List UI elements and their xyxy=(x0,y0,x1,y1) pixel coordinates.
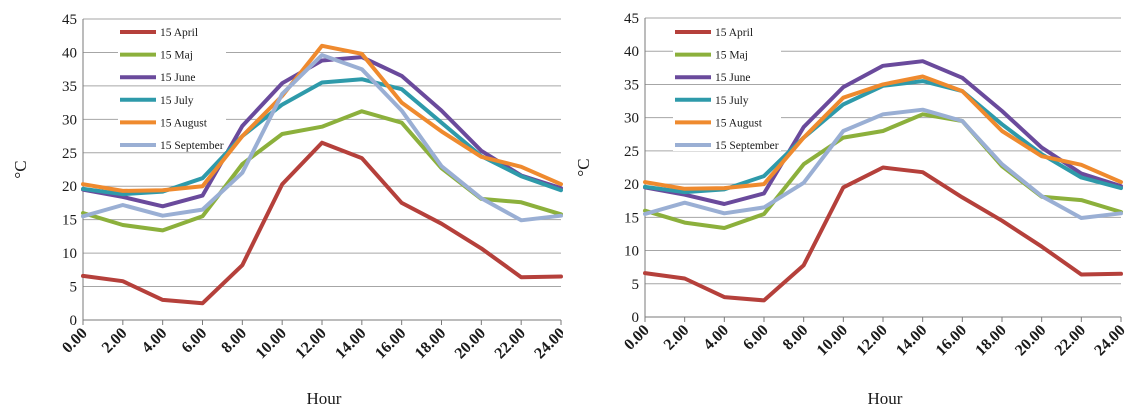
right-chart-ytick-label: 40 xyxy=(624,44,639,60)
right-chart-legend-label: 15 September xyxy=(715,140,779,152)
right-chart-series-line-1 xyxy=(643,165,1123,303)
left-chart-ytick-label: 40 xyxy=(62,45,77,61)
right-chart-xtick-label: 14.00 xyxy=(893,322,930,359)
right-chart-ytick-label: 25 xyxy=(624,144,639,160)
left-chart-legend-label: 15 April xyxy=(160,27,198,39)
right-chart-legend-bg xyxy=(673,113,781,129)
right-chart-xtick-label: 10.00 xyxy=(814,322,851,359)
right-chart-ytick-label: 35 xyxy=(624,77,639,93)
left-chart-y-axis-label: °C xyxy=(11,160,30,178)
left-chart-xtick-label: 4.00 xyxy=(139,325,171,357)
left-chart-xtick-label: 8.00 xyxy=(218,325,250,357)
left-chart-ytick-label: 15 xyxy=(62,213,77,229)
right-chart-xtick-label: 6.00 xyxy=(740,322,772,354)
right-chart-legend-label: 15 August xyxy=(715,117,763,129)
right-chart-xtick-label: 22.00 xyxy=(1052,322,1089,359)
left-chart-ytick-label: 20 xyxy=(62,179,77,195)
chart-left: 0 5 10 15 20 25 30 35 40 45 0.00 2.00 4.00 6.00 8.00 10… xyxy=(0,0,569,416)
right-chart-xtick-label: 12.00 xyxy=(853,322,890,359)
right-chart-xtick-label: 16.00 xyxy=(933,322,970,359)
right-chart-ytick-label: 0 xyxy=(632,310,640,326)
left-chart-ytick-label: 0 xyxy=(70,313,78,329)
right-chart-xtick-label: 2.00 xyxy=(661,322,693,354)
left-chart-ytick-label: 25 xyxy=(62,146,77,162)
left-chart-legend-bg xyxy=(118,68,226,84)
left-chart-ytick-label: 45 xyxy=(62,12,77,28)
left-chart-xtick-label: 20.00 xyxy=(452,325,489,362)
right-chart-y-axis-label: °C xyxy=(574,158,593,176)
left-chart-ytick-label: 10 xyxy=(62,246,77,262)
left-chart-legend-label: 15 Maj xyxy=(160,50,193,62)
right-chart-series-line-5 xyxy=(643,74,1123,191)
left-chart-xtick-label: 16.00 xyxy=(372,325,409,362)
chart-right-svg: 0 5 10 15 20 25 30 35 40 45 0.00 2.00 4.00 6.00 8.00 10… xyxy=(574,11,1127,408)
right-chart-legend-bg xyxy=(673,45,781,61)
right-chart-legend-label: 15 June xyxy=(715,72,750,84)
right-chart-xtick-label: 8.00 xyxy=(780,322,812,354)
right-chart-series-line-3 xyxy=(643,59,1123,206)
left-chart-legend-label: 15 June xyxy=(160,72,195,84)
right-chart-series-line-6 xyxy=(643,107,1123,220)
left-chart-xtick-label: 14.00 xyxy=(332,325,369,362)
right-chart-legend-bg xyxy=(673,23,781,38)
right-chart-ytick-label: 30 xyxy=(624,111,639,127)
right-chart-x-axis-label: Hour xyxy=(868,389,903,408)
left-chart-xtick-label: 24.00 xyxy=(531,325,563,362)
left-chart-ytick-label: 30 xyxy=(62,112,77,128)
left-chart-legend-label: 15 August xyxy=(160,117,208,129)
right-chart-ytick-label: 15 xyxy=(624,210,639,226)
left-chart-series-line-5 xyxy=(81,43,563,193)
right-chart-legend-label: 15 April xyxy=(715,27,753,39)
chart-right: 0 5 10 15 20 25 30 35 40 45 0.00 2.00 4.00 6.00 8.00 10… xyxy=(563,0,1127,416)
left-chart-legend-bg xyxy=(118,23,226,38)
chart-left-svg: 0 5 10 15 20 25 30 35 40 45 0.00 2.00 4.00 6.00 8.00 10… xyxy=(11,12,569,408)
right-chart-legend-bg xyxy=(673,136,781,151)
right-chart-xtick-label: 0.00 xyxy=(621,322,653,354)
left-chart-xtick-label: 12.00 xyxy=(292,325,329,362)
left-chart-series-line-1 xyxy=(81,140,563,306)
left-chart-series-line-3 xyxy=(81,55,563,209)
left-chart-xtick-label: 22.00 xyxy=(492,325,529,362)
right-chart-ytick-label: 45 xyxy=(624,11,639,27)
left-chart-xtick-label: 6.00 xyxy=(179,325,211,357)
right-chart-ytick-label: 20 xyxy=(624,177,639,193)
right-chart-xtick-label: 20.00 xyxy=(1012,322,1049,359)
right-chart-ytick-label: 5 xyxy=(632,277,640,293)
left-chart-legend-label: 15 July xyxy=(160,95,194,107)
right-chart-legend-label: 15 Maj xyxy=(715,50,748,62)
right-chart-legend-bg xyxy=(673,90,781,106)
left-chart-ytick-label: 5 xyxy=(70,280,78,296)
left-chart-legend-bg xyxy=(118,136,226,151)
left-chart-xtick-label: 10.00 xyxy=(253,325,290,362)
left-chart-xtick-label: 18.00 xyxy=(412,325,449,362)
right-chart-ytick-label: 10 xyxy=(624,244,639,260)
right-chart-xtick-label: 24.00 xyxy=(1091,322,1127,359)
left-chart-x-axis-label: Hour xyxy=(307,389,342,408)
left-chart-xtick-label: 2.00 xyxy=(99,325,131,357)
left-chart-ytick-label: 35 xyxy=(62,79,77,95)
right-chart-legend-bg xyxy=(673,68,781,84)
left-chart-legend-label: 15 September xyxy=(160,140,224,152)
right-chart-xtick-label: 18.00 xyxy=(972,322,1009,359)
right-chart-xtick-label: 4.00 xyxy=(700,322,732,354)
left-chart-xtick-label: 0.00 xyxy=(59,325,91,357)
left-chart-legend-bg xyxy=(118,90,226,106)
left-chart-series-line-6 xyxy=(81,53,563,223)
left-chart-legend-bg xyxy=(118,45,226,61)
right-chart-legend-label: 15 July xyxy=(715,95,749,107)
left-chart-legend-bg xyxy=(118,113,226,129)
